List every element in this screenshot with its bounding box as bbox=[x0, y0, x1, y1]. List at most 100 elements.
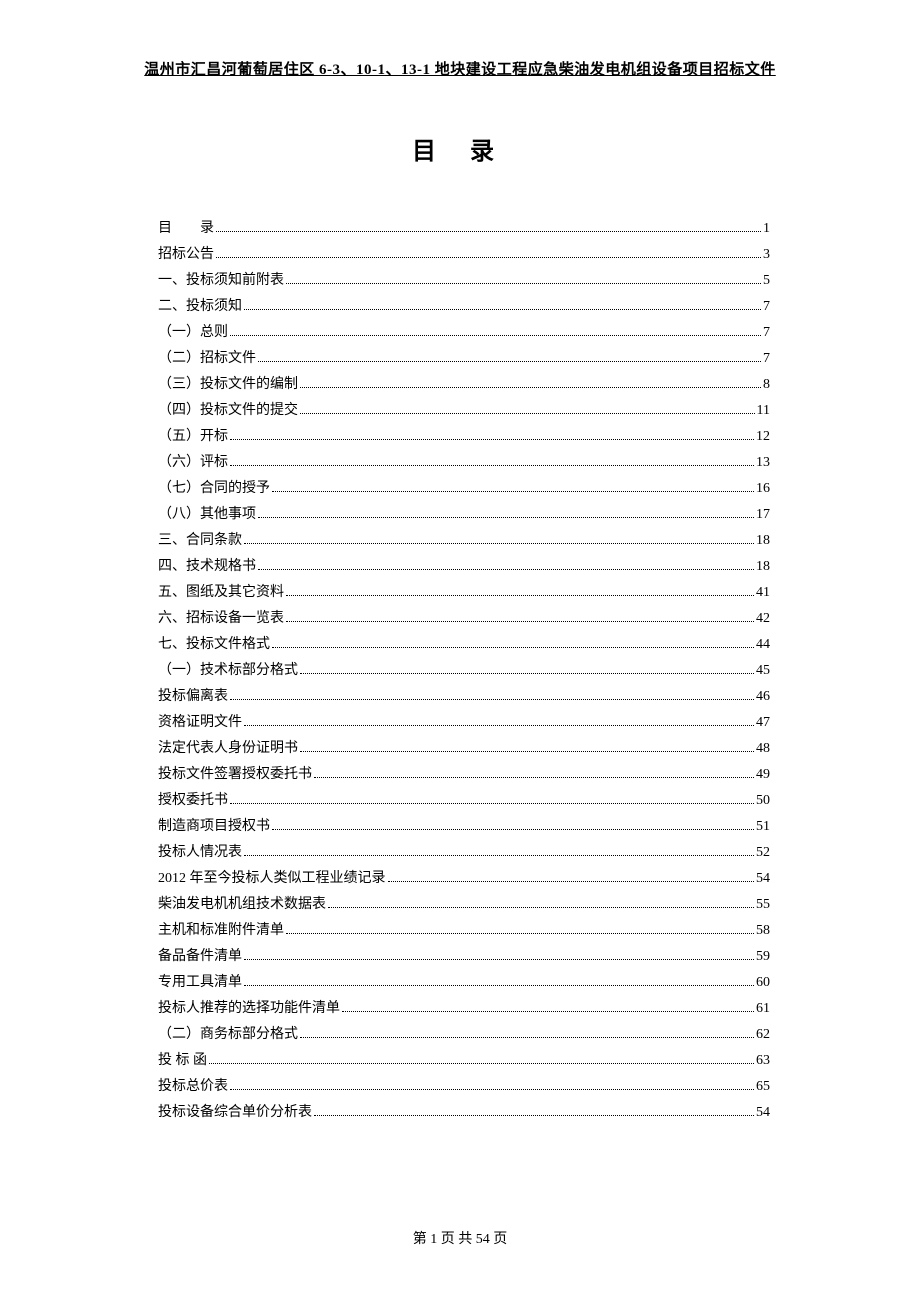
toc-page: 18 bbox=[756, 554, 770, 580]
toc-label: 投标总价表 bbox=[158, 1074, 228, 1100]
toc-row: 授权委托书50 bbox=[158, 788, 770, 814]
toc-row: （八）其他事项 17 bbox=[158, 502, 770, 528]
toc-dots bbox=[216, 231, 761, 232]
toc-row: （四）投标文件的提交11 bbox=[158, 398, 770, 424]
toc-page: 54 bbox=[756, 866, 770, 892]
toc-label: （七）合同的授予 bbox=[158, 476, 270, 502]
toc-dots bbox=[314, 1115, 754, 1116]
toc-dots bbox=[342, 1011, 754, 1012]
toc-row: 专用工具清单60 bbox=[158, 970, 770, 996]
toc-row: 投标人情况表52 bbox=[158, 840, 770, 866]
toc-page: 7 bbox=[763, 346, 770, 372]
toc-dots bbox=[286, 595, 754, 596]
toc-page: 41 bbox=[756, 580, 770, 606]
toc-row: 目 录1 bbox=[158, 216, 770, 242]
toc-label: 二、投标须知 bbox=[158, 294, 242, 320]
toc-label: （八）其他事项 bbox=[158, 502, 256, 528]
toc-page: 7 bbox=[763, 320, 770, 346]
page-header: 温州市汇昌河葡萄居住区 6-3、10-1、13-1 地块建设工程应急柴油发电机组… bbox=[0, 0, 920, 79]
page-footer: 第 1 页 共 54 页 bbox=[0, 1228, 920, 1248]
toc-label: 七、投标文件格式 bbox=[158, 632, 270, 658]
toc-dots bbox=[286, 283, 761, 284]
toc-label: 投标人推荐的选择功能件清单 bbox=[158, 996, 340, 1022]
toc-page: 63 bbox=[756, 1048, 770, 1074]
toc-row: 主机和标准附件清单 58 bbox=[158, 918, 770, 944]
toc-page: 8 bbox=[763, 372, 770, 398]
toc-page: 5 bbox=[763, 268, 770, 294]
toc-row: （三）投标文件的编制 8 bbox=[158, 372, 770, 398]
toc-label: 2012 年至今投标人类似工程业绩记录 bbox=[158, 866, 386, 892]
toc-label: 主机和标准附件清单 bbox=[158, 918, 284, 944]
toc-dots bbox=[230, 699, 754, 700]
toc-label: 柴油发电机机组技术数据表 bbox=[158, 892, 326, 918]
toc-container: 目 录1招标公告3一、投标须知前附表5二、投标须知7（一）总则7（二）招标文件7… bbox=[0, 216, 920, 1126]
toc-page: 12 bbox=[756, 424, 770, 450]
toc-dots bbox=[328, 907, 754, 908]
toc-row: 柴油发电机机组技术数据表55 bbox=[158, 892, 770, 918]
toc-page: 46 bbox=[756, 684, 770, 710]
toc-label: 授权委托书 bbox=[158, 788, 228, 814]
toc-label: （一）技术标部分格式 bbox=[158, 658, 298, 684]
toc-row: （二）商务标部分格式62 bbox=[158, 1022, 770, 1048]
toc-row: 七、投标文件格式44 bbox=[158, 632, 770, 658]
page-title-text: 目 录 bbox=[412, 139, 508, 165]
toc-row: 法定代表人身份证明书48 bbox=[158, 736, 770, 762]
toc-row: 投标偏离表46 bbox=[158, 684, 770, 710]
toc-page: 60 bbox=[756, 970, 770, 996]
toc-dots bbox=[300, 1037, 754, 1038]
toc-dots bbox=[230, 439, 754, 440]
toc-label: 制造商项目授权书 bbox=[158, 814, 270, 840]
toc-dots bbox=[230, 1089, 754, 1090]
toc-row: （五）开标 12 bbox=[158, 424, 770, 450]
toc-dots bbox=[286, 621, 754, 622]
toc-label: （三）投标文件的编制 bbox=[158, 372, 298, 398]
toc-row: 备品备件清单59 bbox=[158, 944, 770, 970]
toc-label: 投标设备综合单价分析表 bbox=[158, 1100, 312, 1126]
toc-dots bbox=[300, 751, 754, 752]
toc-dots bbox=[300, 413, 755, 414]
toc-row: 一、投标须知前附表 5 bbox=[158, 268, 770, 294]
toc-row: 三、合同条款18 bbox=[158, 528, 770, 554]
toc-row: （七）合同的授予16 bbox=[158, 476, 770, 502]
toc-dots bbox=[388, 881, 755, 882]
toc-page: 58 bbox=[756, 918, 770, 944]
toc-dots bbox=[244, 725, 754, 726]
toc-label: 六、招标设备一览表 bbox=[158, 606, 284, 632]
toc-dots bbox=[300, 387, 761, 388]
toc-label: （六）评标 bbox=[158, 450, 228, 476]
toc-dots bbox=[209, 1063, 754, 1064]
toc-label: 一、投标须知前附表 bbox=[158, 268, 284, 294]
toc-row: 招标公告3 bbox=[158, 242, 770, 268]
toc-row: （一）技术标部分格式45 bbox=[158, 658, 770, 684]
toc-page: 11 bbox=[757, 398, 770, 424]
toc-page: 3 bbox=[763, 242, 770, 268]
toc-page: 54 bbox=[756, 1100, 770, 1126]
toc-dots bbox=[230, 465, 754, 466]
toc-dots bbox=[272, 647, 754, 648]
toc-label: 目 录 bbox=[158, 216, 214, 242]
toc-page: 17 bbox=[756, 502, 770, 528]
header-title: 温州市汇昌河葡萄居住区 6-3、10-1、13-1 地块建设工程应急柴油发电机组… bbox=[144, 62, 776, 78]
toc-row: 投标总价表65 bbox=[158, 1074, 770, 1100]
toc-dots bbox=[244, 543, 754, 544]
toc-label: （二）招标文件 bbox=[158, 346, 256, 372]
page-title: 目 录 bbox=[0, 131, 920, 166]
toc-dots bbox=[314, 777, 754, 778]
footer-text: 第 1 页 共 54 页 bbox=[413, 1232, 508, 1247]
toc-dots bbox=[286, 933, 754, 934]
toc-dots bbox=[244, 309, 761, 310]
toc-row: 四、技术规格书 18 bbox=[158, 554, 770, 580]
toc-row: 投 标 函63 bbox=[158, 1048, 770, 1074]
toc-label: 四、技术规格书 bbox=[158, 554, 256, 580]
toc-row: 投标设备综合单价分析表 54 bbox=[158, 1100, 770, 1126]
toc-page: 18 bbox=[756, 528, 770, 554]
toc-dots bbox=[244, 855, 754, 856]
toc-label: （五）开标 bbox=[158, 424, 228, 450]
toc-dots bbox=[258, 361, 761, 362]
toc-label: 投标文件签署授权委托书 bbox=[158, 762, 312, 788]
toc-dots bbox=[258, 517, 754, 518]
toc-row: 2012 年至今投标人类似工程业绩记录 54 bbox=[158, 866, 770, 892]
toc-page: 13 bbox=[756, 450, 770, 476]
toc-label: （一）总则 bbox=[158, 320, 228, 346]
toc-row: （二）招标文件 7 bbox=[158, 346, 770, 372]
